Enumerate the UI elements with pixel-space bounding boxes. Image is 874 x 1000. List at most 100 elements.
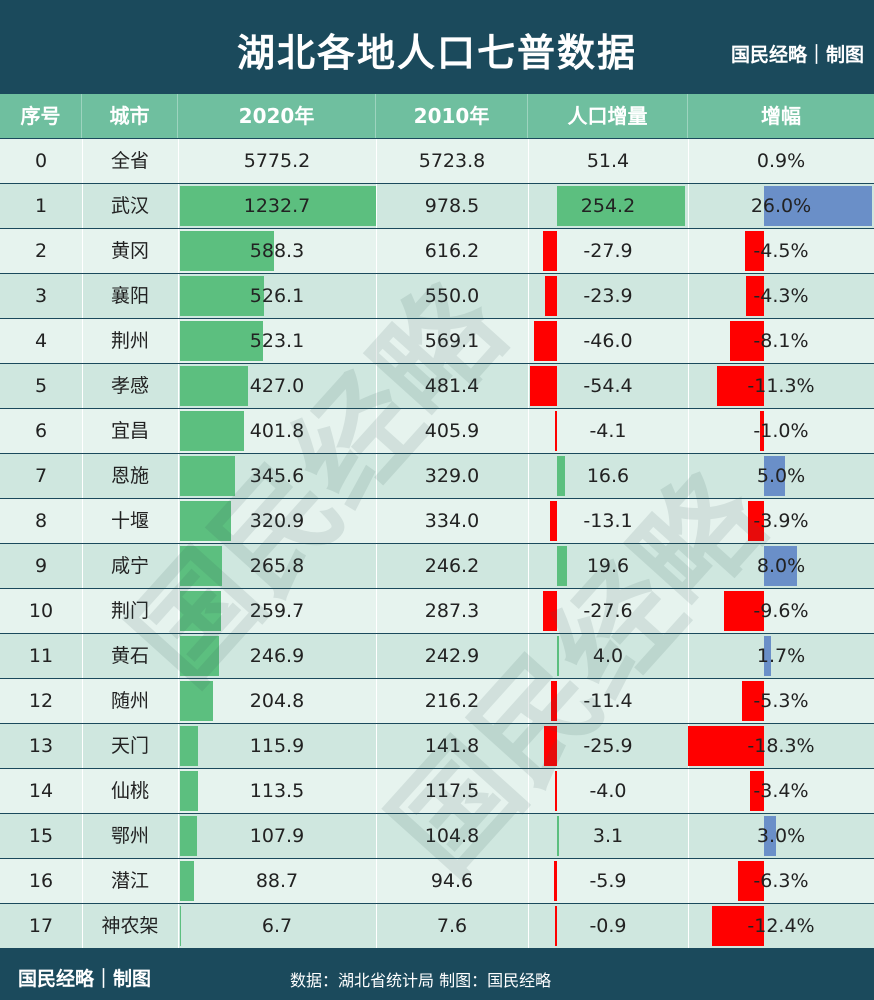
cell-2020: 588.3 xyxy=(249,240,305,262)
table-row: 11 黄石 246.9 242.9 4.0 1.7% xyxy=(0,634,874,678)
brand-label-top: 国民经略｜制图 xyxy=(730,44,864,66)
table-row: 10 荆门 259.7 287.3 -27.6 -9.6% xyxy=(0,589,874,633)
cell-index: 14 xyxy=(28,780,54,802)
bar-growth xyxy=(746,276,764,316)
cell-2010: 334.0 xyxy=(424,510,480,532)
column-divider xyxy=(82,319,83,363)
cell-delta: -5.9 xyxy=(589,870,627,892)
title-bar: 湖北各地人口七普数据 国民经略｜制图 xyxy=(0,0,874,94)
cell-delta: -23.9 xyxy=(583,285,633,307)
bar-growth xyxy=(749,771,764,811)
brand-label-bottom: 国民经略｜制图 xyxy=(18,968,152,990)
column-divider xyxy=(376,364,377,408)
column-divider xyxy=(528,364,529,408)
cell-index: 8 xyxy=(34,510,48,532)
cell-2010: 242.9 xyxy=(424,645,480,667)
table-row: 14 仙桃 113.5 117.5 -4.0 -3.4% xyxy=(0,769,874,813)
column-divider xyxy=(178,769,179,813)
column-divider xyxy=(376,904,377,948)
bar-growth xyxy=(741,681,764,721)
column-divider xyxy=(82,229,83,273)
table-row: 3 襄阳 526.1 550.0 -23.9 -4.3% xyxy=(0,274,874,318)
column-divider xyxy=(178,229,179,273)
cell-city: 天门 xyxy=(110,735,149,757)
column-divider xyxy=(82,724,83,768)
column-divider xyxy=(178,319,179,363)
bar-2020 xyxy=(180,501,232,541)
cell-2010: 7.6 xyxy=(436,915,468,937)
cell-growth: -11.3% xyxy=(747,375,815,397)
cell-city: 黄石 xyxy=(110,645,149,667)
cell-2020: 427.0 xyxy=(249,375,305,397)
column-divider xyxy=(376,454,377,498)
cell-city: 武汉 xyxy=(110,195,149,217)
column-divider xyxy=(688,184,689,228)
column-divider xyxy=(376,184,377,228)
column-divider xyxy=(528,724,529,768)
column-divider xyxy=(178,814,179,858)
cell-index: 3 xyxy=(34,285,48,307)
column-divider xyxy=(178,364,179,408)
cell-city: 随州 xyxy=(110,690,149,712)
cell-city: 恩施 xyxy=(110,465,149,487)
cell-2020: 204.8 xyxy=(249,690,305,712)
cell-growth: 0.9% xyxy=(756,150,806,172)
cell-2020: 5775.2 xyxy=(243,150,311,172)
cell-delta: -27.6 xyxy=(583,600,633,622)
column-divider xyxy=(82,814,83,858)
column-divider xyxy=(82,364,83,408)
cell-index: 0 xyxy=(34,150,48,172)
cell-index: 2 xyxy=(34,240,48,262)
bar-growth xyxy=(724,591,764,631)
cell-delta: -0.9 xyxy=(589,915,627,937)
cell-city: 仙桃 xyxy=(110,780,149,802)
table-header: 序号 城市 2020年 2010年 人口增量 增幅 xyxy=(0,94,874,138)
column-divider xyxy=(376,679,377,723)
footer: 国民经略｜制图 数据：湖北省统计局 制图：国民经略 xyxy=(0,956,874,1000)
bar-delta xyxy=(551,681,557,721)
cell-index: 11 xyxy=(28,645,54,667)
column-divider xyxy=(688,364,689,408)
column-divider xyxy=(376,634,377,678)
table-row: 4 荆州 523.1 569.1 -46.0 -8.1% xyxy=(0,319,874,363)
cell-delta: 51.4 xyxy=(586,150,630,172)
cell-2010: 246.2 xyxy=(424,555,480,577)
cell-delta: -4.0 xyxy=(589,780,627,802)
bar-delta xyxy=(529,366,557,406)
column-divider xyxy=(688,409,689,453)
cell-city: 鄂州 xyxy=(110,825,149,847)
bar-2020 xyxy=(180,591,222,631)
bar-2020 xyxy=(180,321,264,361)
cell-2010: 104.8 xyxy=(424,825,480,847)
cell-2010: 978.5 xyxy=(424,195,480,217)
bar-delta xyxy=(533,321,557,361)
table-row: 12 随州 204.8 216.2 -11.4 -5.3% xyxy=(0,679,874,723)
cell-index: 17 xyxy=(28,915,54,937)
bar-2020 xyxy=(180,366,248,406)
cell-2020: 6.7 xyxy=(261,915,293,937)
cell-2010: 287.3 xyxy=(424,600,480,622)
column-divider xyxy=(376,139,377,183)
col-header-city: 城市 xyxy=(82,94,178,138)
bar-2020 xyxy=(180,456,235,496)
column-divider xyxy=(528,274,529,318)
page-title: 湖北各地人口七普数据 xyxy=(236,31,637,75)
cell-delta: -27.9 xyxy=(583,240,633,262)
cell-index: 5 xyxy=(34,375,48,397)
column-divider xyxy=(528,814,529,858)
cell-delta: -25.9 xyxy=(583,735,633,757)
column-divider xyxy=(82,274,83,318)
col-header-2020: 2020年 xyxy=(178,94,376,138)
cell-growth: -4.5% xyxy=(753,240,809,262)
column-divider xyxy=(82,544,83,588)
column-divider xyxy=(82,679,83,723)
column-divider xyxy=(178,454,179,498)
column-divider xyxy=(82,859,83,903)
bar-2020 xyxy=(180,276,264,316)
cell-growth: -1.0% xyxy=(753,420,809,442)
bar-delta xyxy=(557,186,685,226)
column-divider xyxy=(376,499,377,543)
cell-city: 十堰 xyxy=(110,510,149,532)
bar-delta xyxy=(554,771,557,811)
column-divider xyxy=(178,904,179,948)
